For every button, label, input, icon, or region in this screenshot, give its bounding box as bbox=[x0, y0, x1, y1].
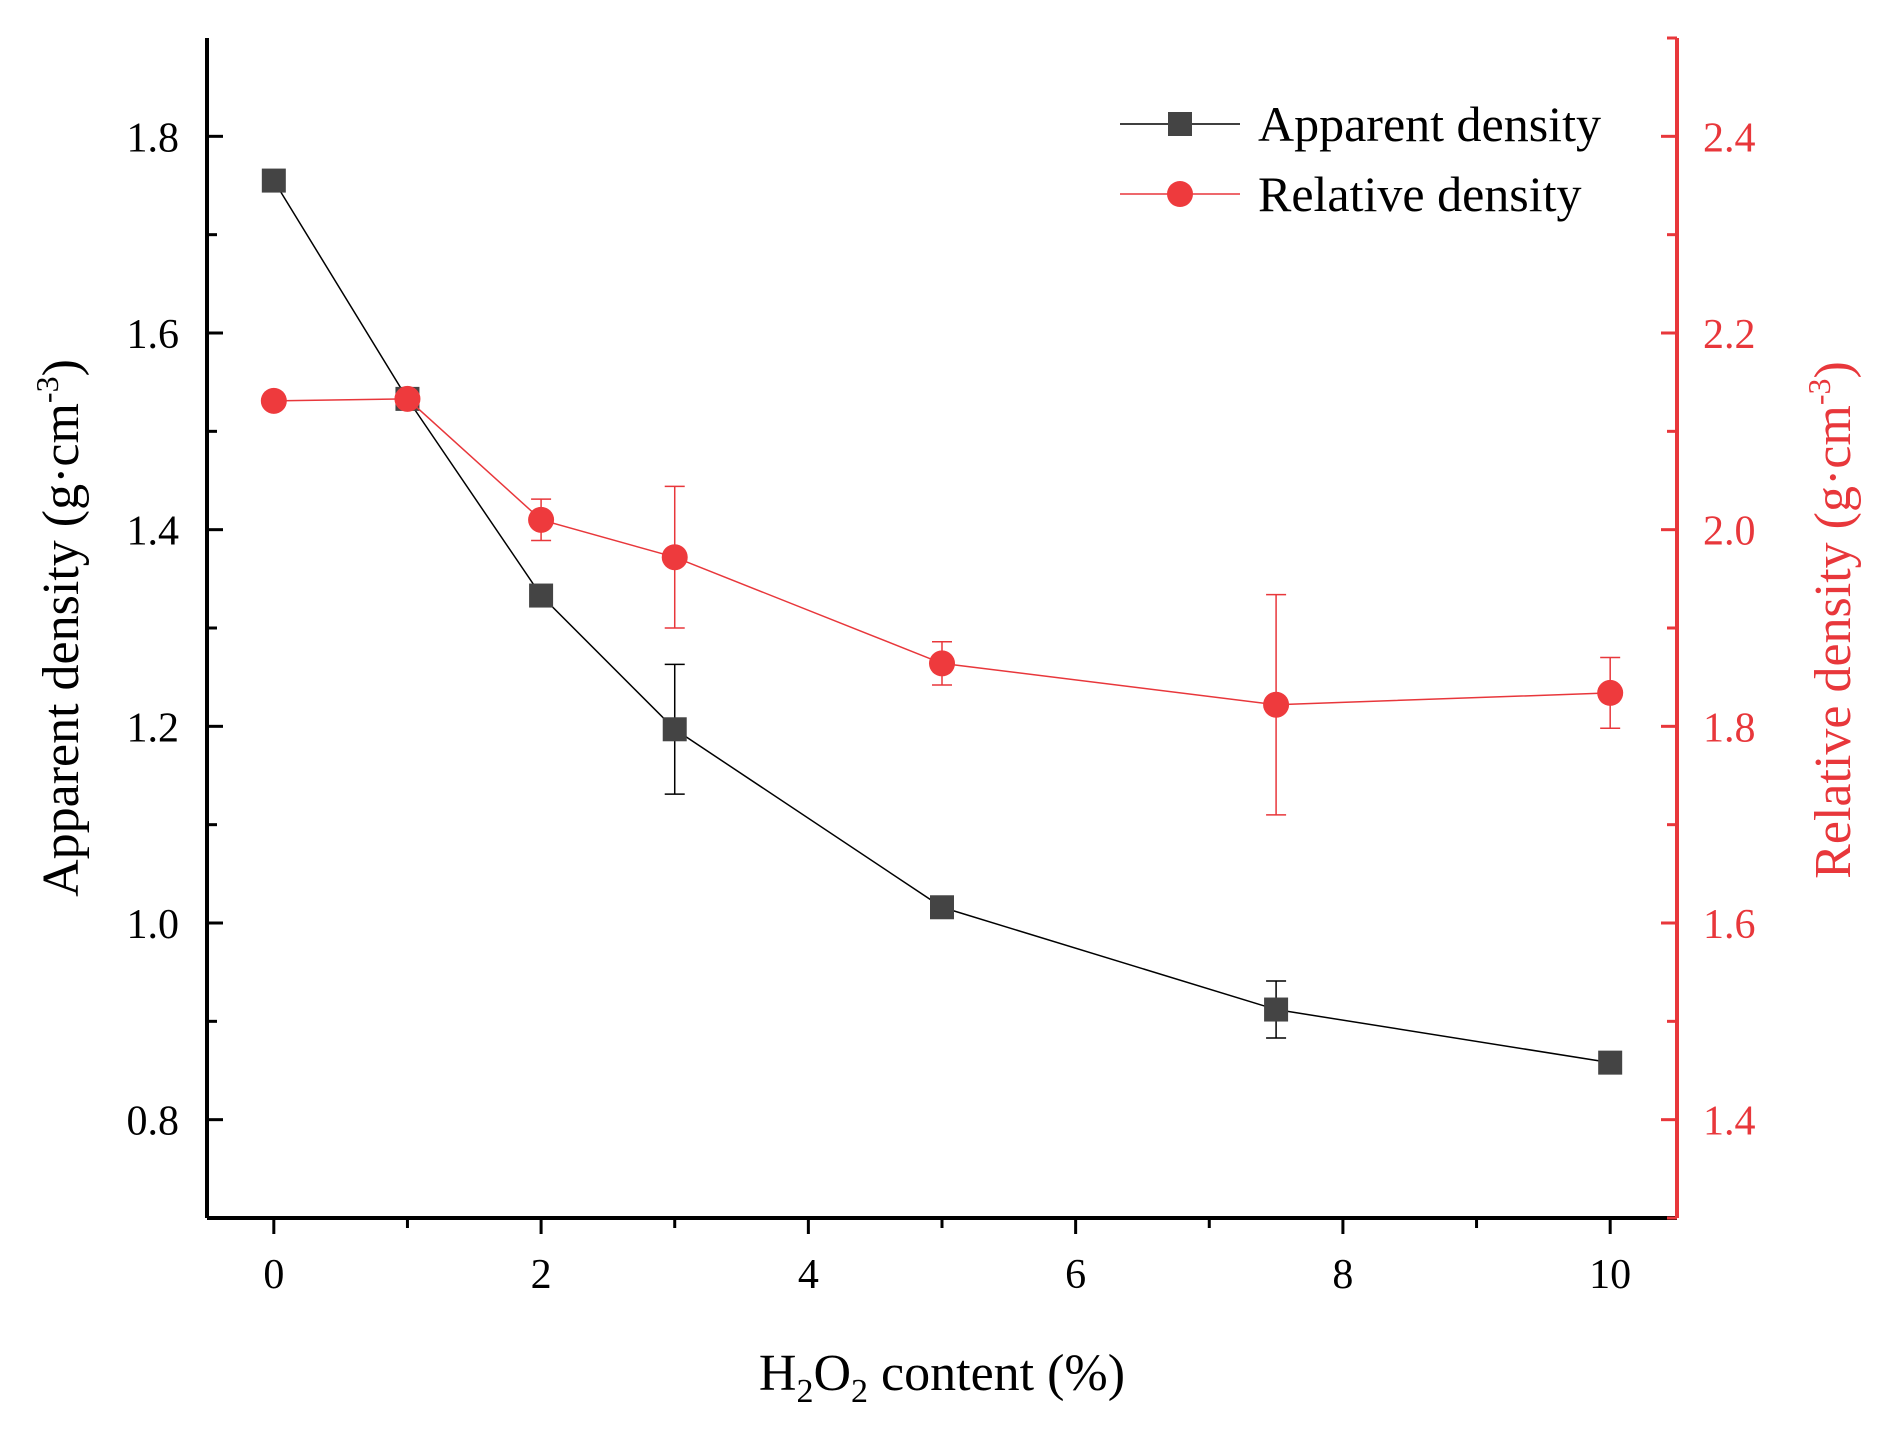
series-apparent-density bbox=[261, 168, 1623, 1075]
right-y-tick-label: 1.8 bbox=[1703, 705, 1756, 751]
apparent-density-point bbox=[662, 717, 687, 742]
x-tick-label: 6 bbox=[1065, 1252, 1086, 1298]
left-y-tick-label: 1.6 bbox=[127, 312, 180, 358]
apparent-density-point bbox=[1598, 1050, 1623, 1075]
left-y-axis-title: Apparent density (g·cm-3) bbox=[29, 359, 90, 897]
left-y-tick-label: 1.8 bbox=[127, 115, 180, 161]
x-axis-title: H2O2 content (%) bbox=[759, 1345, 1125, 1410]
relative-density-point bbox=[929, 650, 955, 677]
x-tick-label: 8 bbox=[1332, 1252, 1353, 1298]
legend-label-relative: Relative density bbox=[1258, 166, 1582, 222]
legend: Apparent density Relative density bbox=[1120, 96, 1601, 222]
right-y-tick-label: 2.4 bbox=[1703, 115, 1756, 161]
x-tick-label: 10 bbox=[1589, 1252, 1631, 1298]
right-y-axis-ticks: 1.4 1.6 1.8 2.0 2.2 2.4 bbox=[1661, 36, 1756, 1220]
right-y-tick-label: 2.0 bbox=[1703, 509, 1756, 555]
legend-entry-apparent-density: Apparent density bbox=[1120, 96, 1601, 152]
legend-label-apparent: Apparent density bbox=[1258, 96, 1601, 152]
relative-density-point bbox=[1597, 679, 1624, 706]
apparent-density-point bbox=[261, 168, 286, 193]
right-y-tick-label: 2.2 bbox=[1703, 312, 1756, 358]
left-y-tick-label: 1.2 bbox=[127, 705, 180, 751]
legend-circle-marker-icon bbox=[1167, 181, 1193, 207]
apparent-density-point bbox=[930, 895, 954, 920]
apparent-density-point bbox=[529, 583, 554, 608]
left-y-tick-label: 1.0 bbox=[127, 902, 180, 948]
left-y-axis-ticks: 0.8 1.0 1.2 1.4 1.6 1.8 bbox=[127, 115, 223, 1220]
x-tick-label: 2 bbox=[531, 1252, 552, 1298]
relative-density-point bbox=[394, 385, 421, 412]
relative-density-point bbox=[260, 387, 287, 414]
right-y-axis-title: Relative density (g·cm-3) bbox=[1801, 361, 1862, 879]
x-axis-ticks: 0 2 4 6 8 10 bbox=[263, 1218, 1631, 1298]
relative-density-point bbox=[1263, 691, 1290, 718]
x-tick-label: 4 bbox=[798, 1252, 819, 1298]
series-relative-density bbox=[260, 385, 1624, 816]
x-tick-label: 0 bbox=[263, 1252, 284, 1298]
left-y-tick-label: 1.4 bbox=[127, 509, 180, 555]
apparent-density-point bbox=[1264, 997, 1289, 1022]
legend-square-marker-icon bbox=[1168, 112, 1192, 136]
relative-density-point bbox=[661, 544, 688, 571]
series-layer bbox=[260, 168, 1624, 1075]
left-y-tick-label: 0.8 bbox=[127, 1099, 180, 1145]
legend-entry-relative-density: Relative density bbox=[1120, 166, 1582, 222]
apparent-density-line bbox=[273, 180, 1611, 1064]
right-y-tick-label: 1.6 bbox=[1703, 902, 1756, 948]
right-y-tick-label: 1.4 bbox=[1703, 1099, 1756, 1145]
relative-density-point bbox=[528, 506, 555, 533]
